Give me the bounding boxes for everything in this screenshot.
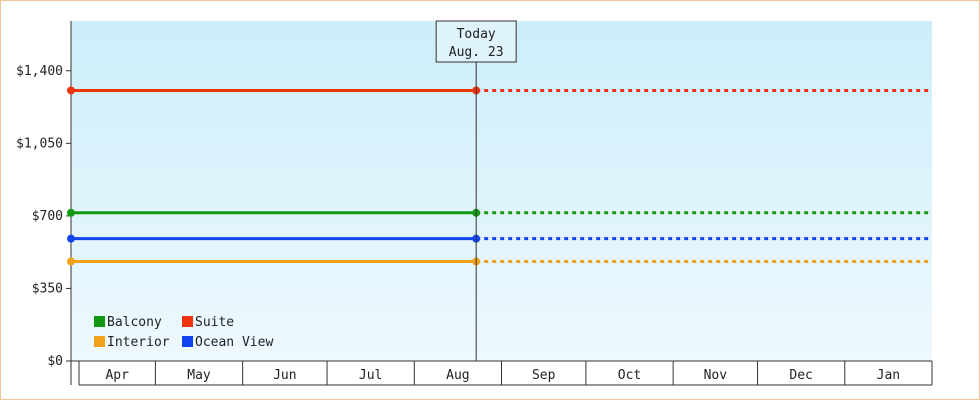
legend-label: Suite — [195, 315, 234, 330]
x-tick-label: Dec — [789, 368, 812, 383]
x-tick-label: Sep — [532, 368, 556, 383]
today-label: Today — [457, 27, 496, 42]
data-point-interior — [67, 257, 75, 266]
legend-swatch — [182, 336, 193, 347]
x-tick-label: Jan — [877, 368, 900, 383]
data-point-ocean-view — [67, 234, 75, 243]
today-box — [435, 20, 517, 63]
x-tick-label: Jul — [359, 368, 382, 383]
y-tick-label: $1,400 — [16, 64, 63, 79]
data-point-suite — [67, 86, 75, 95]
x-tick-label: May — [187, 368, 211, 383]
legend-swatch — [94, 316, 105, 327]
x-tick-label: Oct — [618, 368, 641, 383]
y-tick-label: $700 — [32, 209, 63, 224]
legend-swatch — [94, 336, 105, 347]
data-point-balcony — [67, 208, 75, 217]
legend-label: Balcony — [107, 315, 162, 330]
legend-swatch — [182, 316, 193, 327]
today-date: Aug. 23 — [449, 45, 504, 60]
legend-label: Interior — [107, 335, 170, 350]
y-tick-label: $0 — [47, 354, 63, 369]
legend-label: Ocean View — [195, 335, 273, 350]
x-tick-label: Aug — [446, 368, 469, 383]
x-tick-label: Nov — [704, 368, 728, 383]
y-tick-label: $350 — [32, 281, 63, 296]
x-tick-label: Jun — [273, 368, 296, 383]
x-tick-label: Apr — [105, 368, 129, 383]
plot-background — [71, 21, 932, 361]
y-tick-label: $1,050 — [16, 136, 63, 151]
